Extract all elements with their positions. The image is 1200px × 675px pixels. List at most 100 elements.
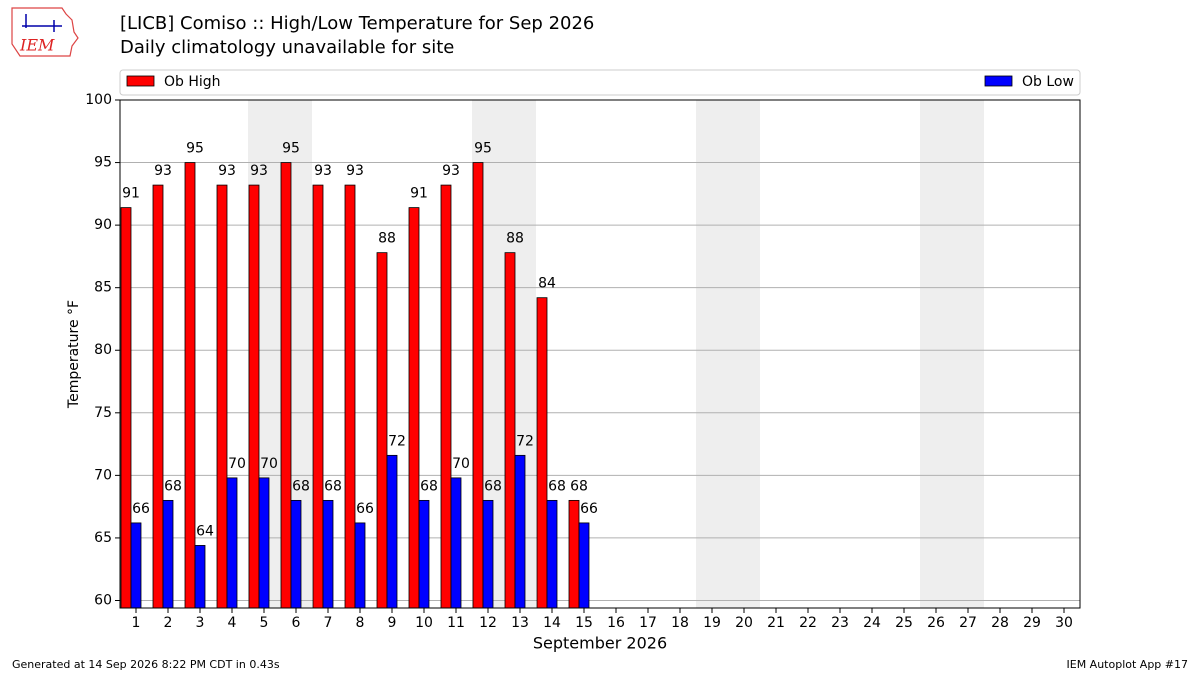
x-tick-label: 9 — [388, 615, 397, 631]
bar — [408, 207, 420, 609]
chart-subtitle: Daily climatology unavailable for site — [120, 37, 454, 58]
bar — [386, 454, 398, 609]
x-tick-label: 22 — [799, 615, 817, 631]
x-tick-label: 19 — [703, 615, 721, 631]
value-label: 66 — [132, 501, 150, 517]
value-label: 66 — [356, 501, 374, 517]
bar — [568, 499, 580, 609]
value-label: 70 — [260, 456, 278, 472]
x-tick-label: 14 — [543, 615, 561, 631]
x-tick-label: 13 — [511, 615, 529, 631]
value-label: 95 — [186, 141, 204, 157]
bar — [280, 162, 292, 609]
value-label: 68 — [292, 478, 310, 494]
bar — [248, 184, 260, 609]
value-label: 91 — [410, 186, 428, 202]
bar — [194, 545, 206, 609]
bar — [162, 499, 174, 609]
x-tick-label: 23 — [831, 615, 849, 631]
y-tick-label: 90 — [94, 217, 112, 233]
x-tick-label: 11 — [447, 615, 465, 631]
y-tick-label: 80 — [94, 342, 112, 358]
x-tick-label: 17 — [639, 615, 657, 631]
value-label: 88 — [506, 231, 524, 247]
x-tick-label: 20 — [735, 615, 753, 631]
x-tick-label: 3 — [196, 615, 205, 631]
bar — [120, 207, 132, 609]
y-tick-label: 100 — [85, 92, 112, 108]
x-tick-label: 26 — [927, 615, 945, 631]
weekend-shade — [696, 100, 760, 608]
x-tick-label: 24 — [863, 615, 881, 631]
x-tick-label: 15 — [575, 615, 593, 631]
y-tick-label: 70 — [94, 467, 112, 483]
value-label: 70 — [452, 456, 470, 472]
value-label: 93 — [218, 163, 236, 179]
value-label: 68 — [164, 478, 182, 494]
value-label: 68 — [484, 478, 502, 494]
x-tick-label: 5 — [260, 615, 269, 631]
x-tick-label: 29 — [1023, 615, 1041, 631]
value-label: 93 — [154, 163, 172, 179]
x-tick-label: 8 — [356, 615, 365, 631]
bar — [354, 522, 366, 609]
bar — [312, 184, 324, 609]
x-tick-label: 10 — [415, 615, 433, 631]
y-tick-label: 60 — [94, 592, 112, 608]
x-tick-label: 30 — [1055, 615, 1073, 631]
value-label: 93 — [442, 163, 460, 179]
bar — [322, 499, 334, 609]
x-tick-label: 7 — [324, 615, 333, 631]
x-tick-label: 6 — [292, 615, 301, 631]
x-tick-label: 27 — [959, 615, 977, 631]
value-label: 93 — [346, 163, 364, 179]
bar — [440, 184, 452, 609]
y-tick-label: 65 — [94, 530, 112, 546]
bar — [226, 477, 238, 609]
bar — [290, 499, 302, 609]
value-label: 95 — [282, 141, 300, 157]
footer-right: IEM Autoplot App #17 — [1067, 658, 1189, 671]
bar — [514, 454, 526, 609]
bar — [216, 184, 228, 609]
bar — [152, 184, 164, 609]
bar — [472, 162, 484, 609]
legend-swatch — [126, 75, 155, 87]
chart-title: [LICB] Comiso :: High/Low Temperature fo… — [120, 13, 594, 34]
bar — [578, 522, 590, 609]
bar — [546, 499, 558, 609]
bar — [482, 499, 494, 609]
legend-label: Ob Low — [1022, 74, 1074, 90]
bar — [418, 499, 430, 609]
x-tick-label: 16 — [607, 615, 625, 631]
logo-text: IEM — [19, 36, 55, 55]
legend-swatch — [984, 75, 1013, 87]
value-label: 64 — [196, 523, 214, 539]
x-tick-label: 1 — [132, 615, 141, 631]
weekend-shade — [920, 100, 984, 608]
logo: IEM — [11, 7, 79, 57]
bar — [184, 162, 196, 609]
x-axis-label: September 2026 — [533, 634, 667, 653]
value-label: 68 — [548, 478, 566, 494]
bar — [130, 522, 142, 609]
value-label: 88 — [378, 231, 396, 247]
x-tick-label: 2 — [164, 615, 173, 631]
value-label: 72 — [516, 433, 534, 449]
value-label: 72 — [388, 433, 406, 449]
value-label: 91 — [122, 186, 140, 202]
value-label: 66 — [580, 501, 598, 517]
value-label: 93 — [250, 163, 268, 179]
legend-label: Ob High — [164, 74, 221, 90]
y-tick-label: 75 — [94, 405, 112, 421]
x-tick-label: 18 — [671, 615, 689, 631]
y-axis-label: Temperature °F — [66, 300, 82, 409]
x-tick-label: 21 — [767, 615, 785, 631]
value-label: 68 — [324, 478, 342, 494]
footer-left: Generated at 14 Sep 2026 8:22 PM CDT in … — [12, 658, 280, 671]
value-label: 93 — [314, 163, 332, 179]
y-tick-label: 85 — [94, 280, 112, 296]
value-label: 68 — [420, 478, 438, 494]
bar — [536, 297, 548, 609]
y-tick-label: 95 — [94, 155, 112, 171]
